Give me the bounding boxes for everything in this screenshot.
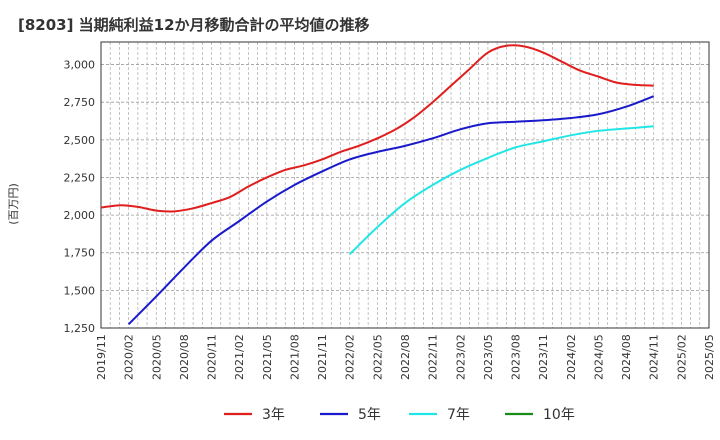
x-tick-label: 2022/02: [344, 334, 357, 380]
x-tick-label: 2019/11: [95, 334, 108, 380]
x-tick-label: 2021/05: [261, 334, 274, 380]
x-tick-label: 2021/02: [233, 334, 246, 380]
x-tick-label: 2020/05: [150, 334, 163, 380]
x-tick-label: 2024/11: [648, 334, 661, 380]
x-tick-label: 2020/02: [123, 334, 136, 380]
series-line-3年: [100, 44, 654, 213]
x-tick-label: 2021/11: [316, 334, 329, 380]
y-tick-label: 3,000: [64, 59, 96, 72]
legend-label: 10年: [543, 407, 575, 423]
legend-label: 7年: [447, 407, 470, 423]
legend: 3年 5年 7年 10年: [224, 407, 575, 423]
y-tick-label: 2,000: [64, 209, 96, 222]
x-tick-label: 2023/05: [482, 334, 495, 380]
legend-label: 3年: [262, 407, 285, 423]
x-tick-label: 2024/02: [565, 334, 578, 380]
plot-frame: [100, 41, 710, 329]
axes: 1,250 1,500 1,750 2,000 2,250 2,500 2,750 3,000…: [64, 41, 716, 380]
series-line-7年: [349, 125, 654, 255]
x-tick-label: 2023/08: [510, 334, 523, 380]
x-tick-label: 2021/08: [288, 334, 301, 380]
x-tick-label: 2020/11: [206, 334, 219, 380]
x-tick-label: 2025/05: [703, 334, 716, 380]
x-tick-label: 2020/08: [178, 334, 191, 380]
grid: [100, 42, 710, 329]
y-tick-label: 2,250: [64, 171, 96, 184]
series-line-5年: [127, 95, 655, 325]
x-tick-label: 2025/02: [675, 334, 688, 380]
x-tick-label: 2024/05: [592, 334, 605, 380]
x-tick-label: 2023/02: [454, 334, 467, 380]
y-tick-label: 2,750: [64, 96, 96, 109]
x-tick-label: 2022/08: [399, 334, 412, 380]
y-tick-label: 1,500: [64, 284, 96, 297]
legend-label: 5年: [358, 407, 381, 423]
y-tick-label: 2,500: [64, 134, 96, 147]
x-tick-label: 2022/11: [427, 334, 440, 380]
series-lines: [100, 44, 655, 325]
x-tick-label: 2022/05: [371, 334, 384, 380]
x-tick-label: 2024/08: [620, 334, 633, 380]
y-tick-label: 1,750: [64, 247, 96, 260]
y-axis-label: (百万円): [7, 183, 20, 225]
chart-title: [8203] 当期純利益12か月移動合計の平均値の推移: [18, 16, 370, 34]
y-tick-label: 1,250: [64, 322, 96, 335]
x-tick-label: 2023/11: [537, 334, 550, 380]
